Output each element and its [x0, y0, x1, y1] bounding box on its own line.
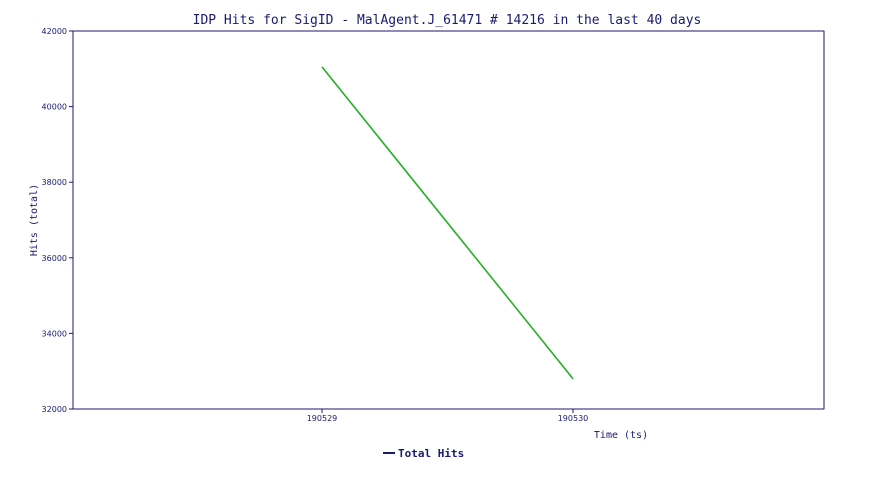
y-tick-label: 42000 — [42, 27, 67, 36]
x-tick-label: 190530 — [558, 414, 589, 423]
y-axis-label: Hits (total) — [29, 184, 40, 256]
y-axis: 32000 34000 36000 38000 40000 42000 — [42, 27, 73, 414]
plot-frame — [72, 30, 825, 410]
legend-label: Total Hits — [398, 447, 464, 460]
legend: Total Hits — [383, 447, 464, 460]
y-tick-label: 32000 — [42, 405, 67, 414]
y-tick-label: 36000 — [42, 254, 67, 263]
y-tick-label: 34000 — [42, 329, 67, 338]
x-axis-label: Time (ts) — [594, 430, 648, 441]
x-axis: 190529 190530 — [307, 409, 589, 423]
y-tick-label: 40000 — [42, 103, 67, 112]
series-layer — [321, 66, 574, 380]
x-tick-label: 190529 — [307, 414, 338, 423]
series-line-total-hits — [321, 66, 574, 380]
y-tick-label: 38000 — [42, 178, 67, 187]
chart-title: IDP Hits for SigID - MalAgent.J_61471 # … — [193, 13, 702, 28]
